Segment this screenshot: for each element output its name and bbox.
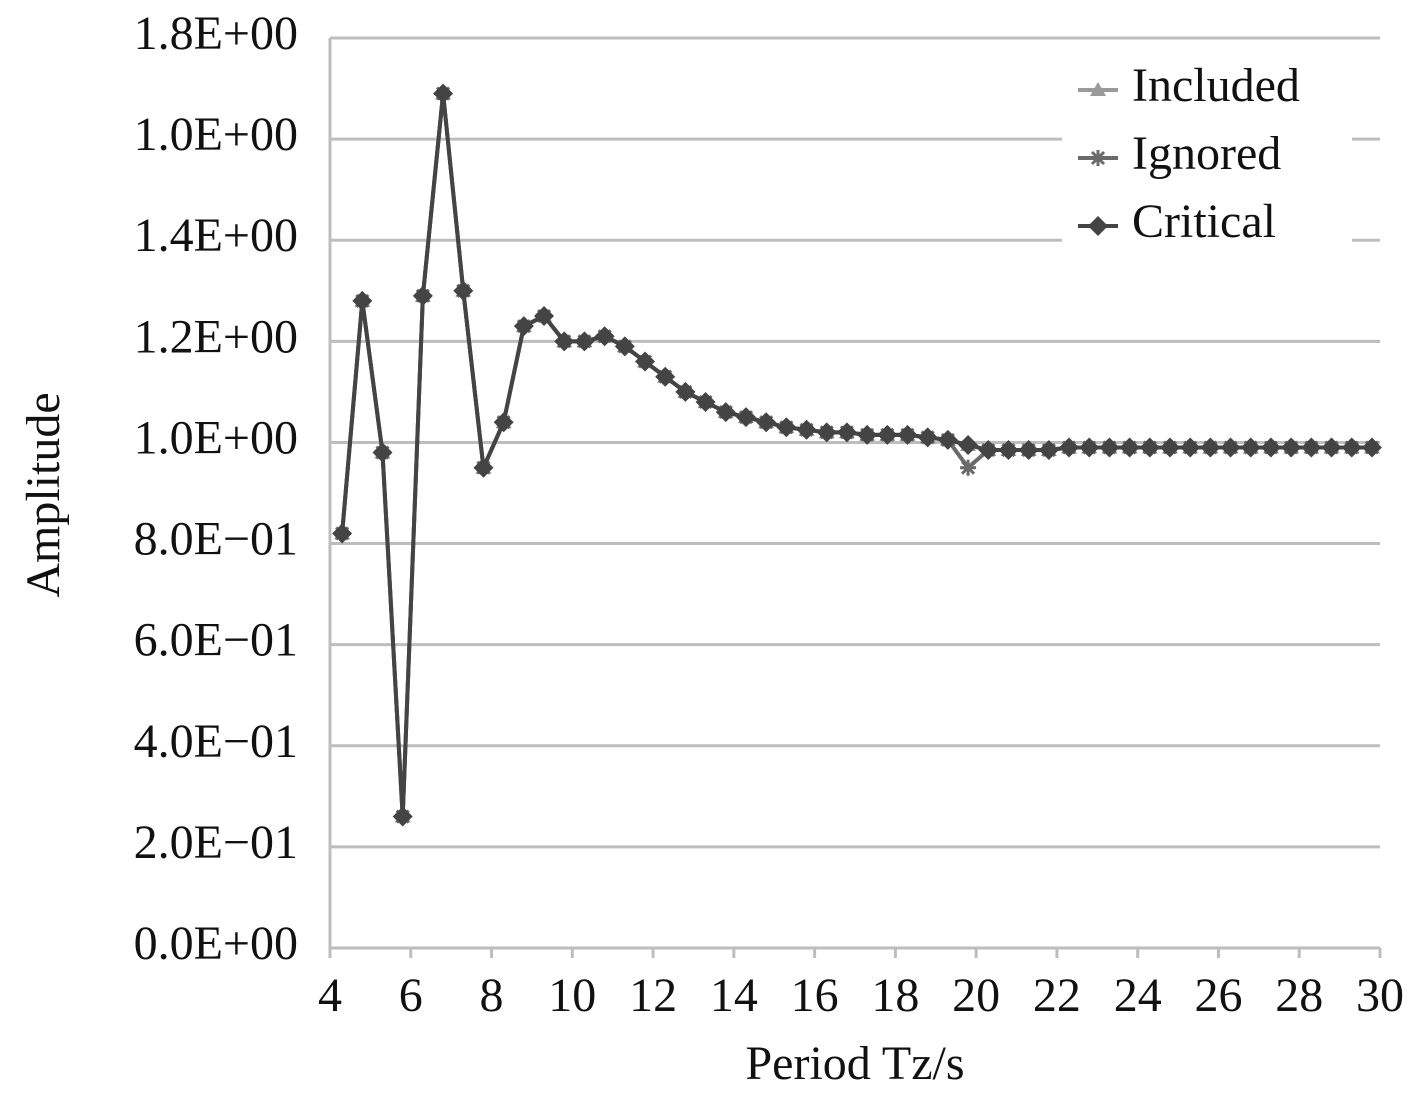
marker bbox=[1341, 437, 1362, 458]
marker bbox=[877, 424, 898, 445]
marker bbox=[857, 424, 878, 445]
x-tick-label: 6 bbox=[399, 969, 423, 1022]
marker bbox=[756, 412, 777, 433]
y-tick-label: 1.8E+00 bbox=[134, 7, 298, 60]
marker bbox=[1018, 440, 1039, 461]
marker bbox=[1200, 437, 1221, 458]
y-tick-label: 0.0E+00 bbox=[134, 917, 298, 970]
marker bbox=[1281, 437, 1302, 458]
marker bbox=[776, 417, 797, 438]
marker bbox=[433, 83, 454, 104]
marker bbox=[836, 422, 857, 443]
y-tick-label: 1.2E+00 bbox=[134, 310, 298, 363]
marker bbox=[534, 306, 555, 327]
x-tick-label: 16 bbox=[791, 969, 839, 1022]
marker bbox=[796, 419, 817, 440]
marker bbox=[1361, 437, 1382, 458]
x-tick-label: 10 bbox=[548, 969, 596, 1022]
x-tick-label: 30 bbox=[1356, 969, 1404, 1022]
marker bbox=[958, 434, 979, 455]
marker bbox=[978, 440, 999, 461]
marker bbox=[574, 331, 595, 352]
marker bbox=[998, 440, 1019, 461]
marker bbox=[675, 381, 696, 402]
y-tick-label: 1.0E+00 bbox=[134, 411, 298, 464]
marker bbox=[352, 290, 373, 311]
marker bbox=[554, 331, 575, 352]
x-axis-label: Period Tz/s bbox=[745, 1037, 964, 1090]
series-line bbox=[340, 93, 1372, 817]
marker bbox=[372, 442, 393, 463]
x-tick-label: 20 bbox=[952, 969, 1000, 1022]
marker bbox=[1160, 437, 1180, 458]
y-tick-label: 2.0E−01 bbox=[134, 816, 298, 869]
marker bbox=[1059, 437, 1080, 458]
marker bbox=[960, 459, 977, 476]
marker bbox=[1260, 437, 1281, 458]
marker bbox=[1099, 437, 1120, 458]
x-tick-label: 12 bbox=[629, 969, 677, 1022]
legend-label: Ignored bbox=[1132, 127, 1281, 180]
marker bbox=[1240, 437, 1261, 458]
legend-label: Included bbox=[1132, 59, 1300, 112]
marker bbox=[715, 402, 736, 423]
x-tick-label: 26 bbox=[1194, 969, 1242, 1022]
marker bbox=[473, 457, 494, 478]
marker bbox=[594, 326, 615, 347]
marker bbox=[1038, 440, 1059, 461]
marker bbox=[614, 336, 635, 357]
y-tick-label: 6.0E−01 bbox=[134, 614, 298, 667]
marker bbox=[635, 351, 655, 372]
x-tick-label: 18 bbox=[871, 969, 919, 1022]
y-axis-label: Amplitude bbox=[17, 392, 70, 597]
marker bbox=[332, 523, 353, 544]
marker bbox=[1090, 82, 1106, 96]
y-tick-label: 4.0E−01 bbox=[134, 715, 298, 768]
marker bbox=[1088, 216, 1108, 236]
marker bbox=[695, 392, 716, 412]
marker bbox=[1139, 437, 1160, 458]
legend-label: Critical bbox=[1132, 195, 1276, 248]
marker bbox=[493, 412, 514, 433]
marker bbox=[1079, 437, 1100, 458]
marker bbox=[1090, 150, 1106, 166]
marker bbox=[735, 407, 756, 428]
x-tick-label: 4 bbox=[318, 969, 342, 1022]
x-tick-label: 14 bbox=[710, 969, 758, 1022]
marker bbox=[897, 424, 918, 445]
y-tick-label: 8.0E−01 bbox=[134, 513, 298, 566]
marker bbox=[513, 316, 534, 337]
x-tick-label: 24 bbox=[1114, 969, 1162, 1022]
y-tick-label: 1.4E+00 bbox=[134, 209, 298, 262]
marker bbox=[816, 422, 837, 443]
marker bbox=[655, 366, 676, 387]
marker bbox=[1301, 437, 1322, 458]
x-tick-label: 8 bbox=[480, 969, 504, 1022]
marker bbox=[1220, 437, 1241, 458]
marker bbox=[937, 429, 958, 450]
y-tick-label: 1.0E+00 bbox=[134, 108, 298, 161]
x-tick-label: 22 bbox=[1033, 969, 1081, 1022]
x-tick-label: 28 bbox=[1275, 969, 1323, 1022]
marker bbox=[453, 280, 474, 301]
marker bbox=[1180, 437, 1201, 458]
marker bbox=[392, 806, 413, 827]
marker bbox=[412, 285, 433, 306]
marker bbox=[1321, 437, 1342, 458]
marker bbox=[1119, 437, 1140, 458]
marker bbox=[917, 427, 938, 448]
